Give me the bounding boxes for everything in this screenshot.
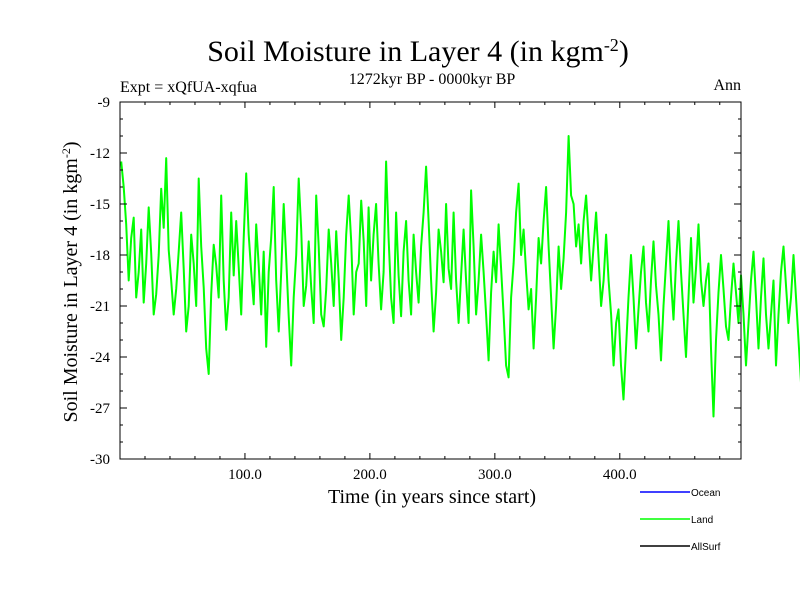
legend-label-land: Land bbox=[691, 515, 713, 526]
y-tick-label: -12 bbox=[90, 146, 110, 162]
plot-frame bbox=[119, 101, 742, 460]
x-tick-label: 200.0 bbox=[353, 467, 387, 483]
y-tick-label: -15 bbox=[90, 197, 110, 213]
legend-label-ocean: Ocean bbox=[691, 488, 720, 499]
x-axis-label: Time (in years since start) bbox=[328, 486, 536, 508]
y-tick-label: -30 bbox=[90, 452, 110, 468]
chart-title: Soil Moisture in Layer 4 (in kgm-2) bbox=[207, 35, 629, 68]
legend: Ocean Land AllSurf bbox=[640, 488, 721, 553]
legend-label-allsurf: AllSurf bbox=[691, 542, 721, 553]
axis-layer: 100.0 200.0 300.0 400.0 -9 -12 -15 -18 -21 -24 -27… bbox=[90, 95, 741, 483]
time-range-label: 1272kyr BP - 0000kyr BP bbox=[349, 71, 516, 88]
season-label: Ann bbox=[713, 77, 741, 94]
y-tick-label: -9 bbox=[98, 95, 111, 111]
y-tick-label: -27 bbox=[90, 401, 110, 417]
series-layer bbox=[120, 135, 800, 418]
series-line-land bbox=[120, 135, 800, 418]
y-tick-label: -21 bbox=[90, 299, 110, 315]
y-tick-label: -24 bbox=[90, 350, 110, 366]
y-axis-label: Soil Moisture in Layer 4 (in kgm-2) bbox=[59, 141, 82, 422]
x-tick-label: 300.0 bbox=[478, 467, 512, 483]
y-tick-label: -18 bbox=[90, 248, 110, 264]
x-tick-label: 100.0 bbox=[228, 467, 262, 483]
x-tick-label: 400.0 bbox=[603, 467, 637, 483]
experiment-label: Expt = xQfUA-xqfua bbox=[120, 79, 257, 96]
